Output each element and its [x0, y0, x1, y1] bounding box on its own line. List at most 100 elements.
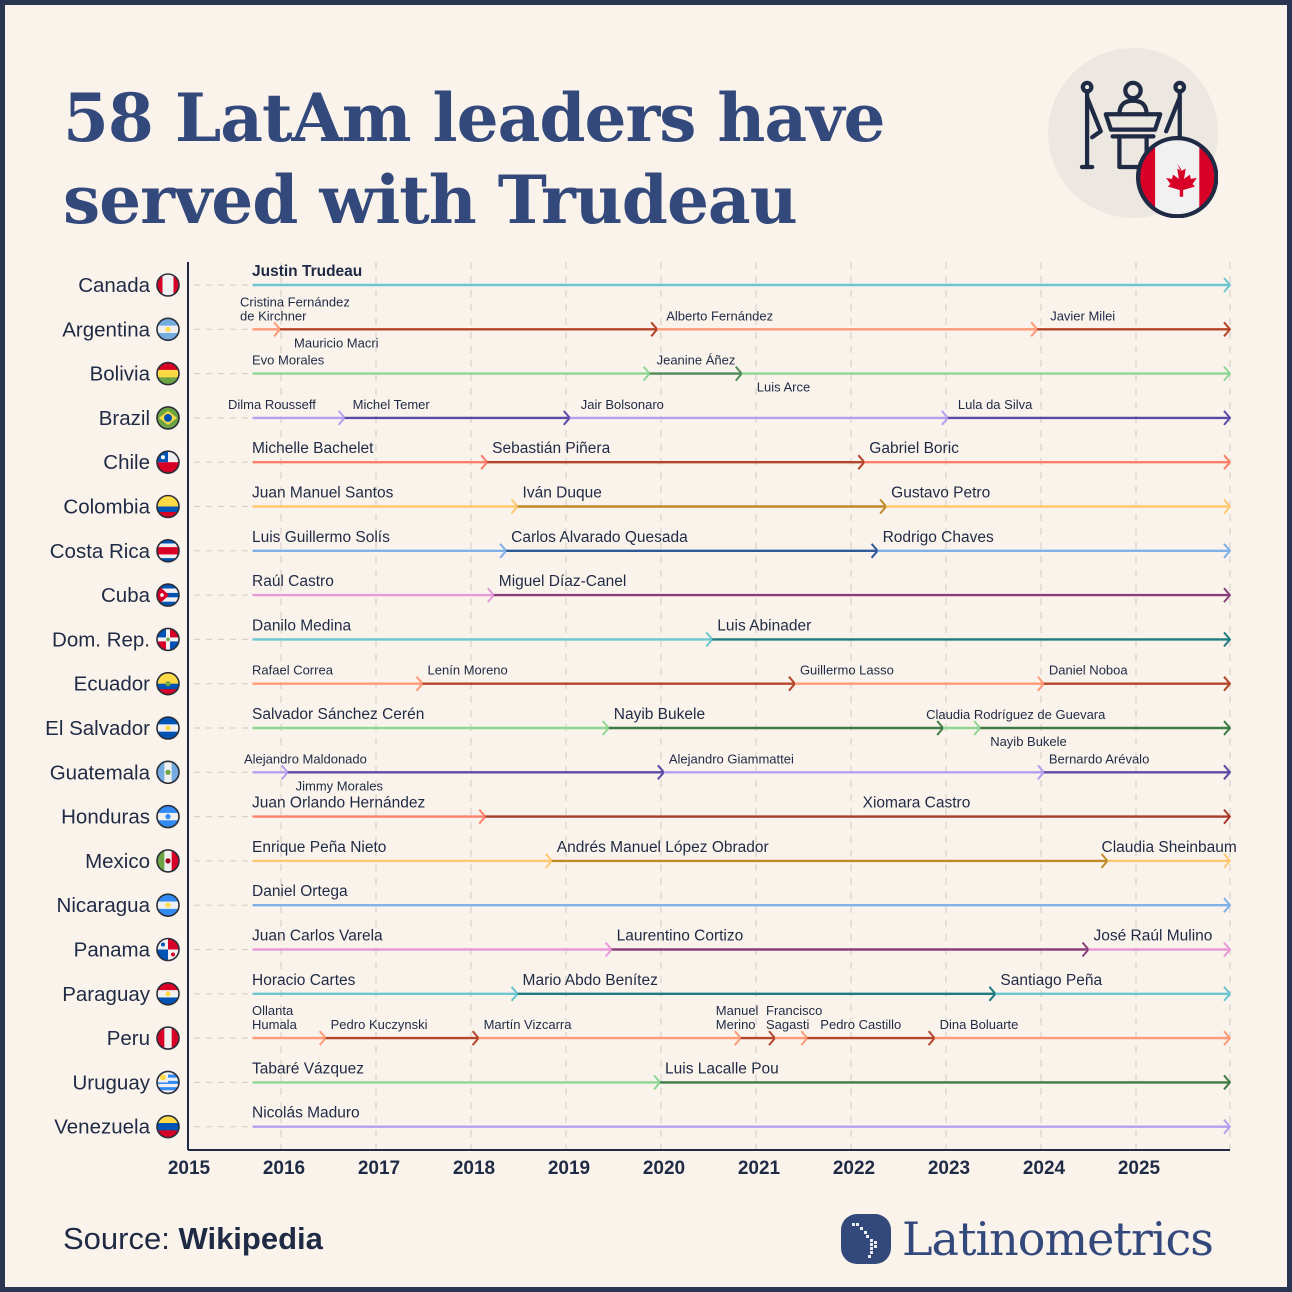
- leader-label-line: Rodrigo Chaves: [883, 529, 994, 546]
- country-row-el-salvador: El Salvador Salvador Sánchez Cerén Nayib B…: [45, 706, 1231, 749]
- leader-label-line: Laurentino Cortizo: [617, 928, 744, 945]
- leader-label: Alberto Fernández: [666, 308, 773, 323]
- country-row-guatemala: Guatemala Alejandro Maldonado Jimmy Morale…: [50, 751, 1231, 793]
- latin-america-map-icon: [841, 1214, 891, 1264]
- term-segment: Andrés Manuel López Obrador: [551, 839, 1109, 869]
- term-segment: Rodrigo Chaves: [877, 529, 1231, 559]
- leader-label: Jeanine Áñez: [657, 353, 736, 368]
- arrow-head: [1223, 365, 1231, 382]
- country-row-bolivia: Bolivia Evo Morales Jeanine Áñez Luis Arce: [90, 353, 1231, 395]
- leader-label-line: Sebastián Piñera: [492, 440, 610, 457]
- leader-label: Guillermo Lasso: [800, 663, 894, 678]
- country-row-canada: Canada Justin Trudeau: [78, 263, 1231, 297]
- source-note: Source: Wikipedia: [63, 1221, 323, 1257]
- country-label: Costa Rica: [50, 540, 151, 563]
- leader-label: Ollanta Humala: [252, 1003, 298, 1032]
- country-row-panama: Panama Juan Carlos Varela Laurentino Corti…: [74, 928, 1231, 962]
- term-segment: Luis Abinader: [712, 617, 1231, 648]
- x-tick-label: 2019: [548, 1158, 590, 1179]
- leader-label-line: Jair Bolsonaro: [581, 397, 664, 412]
- leader-label: Sebastián Piñera: [492, 440, 610, 457]
- country-row-ecuador: Ecuador Rafael Correa Lenín Moreno Guillerm…: [74, 663, 1231, 696]
- leader-label: Rafael Correa: [252, 663, 334, 678]
- term-segment: Sebastián Piñera: [487, 440, 866, 470]
- leader-label-line: Enrique Peña Nieto: [252, 839, 386, 856]
- leader-label: Pedro Castillo: [820, 1017, 901, 1032]
- x-tick-label: 2016: [263, 1158, 305, 1179]
- paraguay-flag-icon: [157, 982, 179, 1005]
- leader-label-line: Manuel: [716, 1003, 759, 1018]
- title-line-2: served with Trudeau: [63, 161, 798, 239]
- leader-label-line: Santiago Peña: [1000, 972, 1102, 989]
- country-row-honduras: Honduras Juan Orlando Hernández Xiomara Ca…: [61, 795, 1231, 829]
- arrow-head: [1223, 410, 1231, 426]
- term-segment: Alberto Fernández: [657, 308, 1039, 337]
- leader-label: Gabriel Boric: [869, 440, 959, 457]
- leader-label-line: Nicolás Maduro: [252, 1105, 360, 1122]
- arrow-head: [1223, 941, 1231, 958]
- leader-label: Juan Carlos Varela: [252, 928, 383, 945]
- term-segment: Michel Temer: [344, 397, 571, 426]
- leader-label-line: Michel Temer: [353, 397, 431, 412]
- leader-label-line: Francisco: [766, 1003, 822, 1018]
- term-segment: Nayib Bukele: [980, 720, 1231, 749]
- term-segment: Jeanine Áñez: [649, 353, 743, 382]
- venezuela-flag-icon: [157, 1115, 179, 1138]
- country-row-peru: Peru Ollanta Humala Pedro Kuczynski Martín V…: [107, 1003, 1231, 1050]
- term-segment: Juan Manuel Santos: [252, 485, 519, 515]
- leader-label-line: Daniel Noboa: [1049, 663, 1129, 678]
- term-segment: Tabaré Vázquez: [252, 1060, 662, 1091]
- term-segment: Alejandro Giammattei: [663, 751, 1045, 780]
- brand-name: Latinometrics: [902, 1212, 1214, 1266]
- x-tick-label: 2017: [358, 1158, 400, 1179]
- term-segment: Enrique Peña Nieto: [252, 839, 553, 869]
- leader-label: Lula da Silva: [958, 397, 1033, 412]
- leader-label-line: Lula da Silva: [958, 397, 1033, 412]
- term-segment: Santiago Peña: [995, 972, 1231, 1002]
- leader-label-line: Alejandro Giammattei: [669, 751, 794, 766]
- country-row-brazil: Brazil Dilma Rousseff Michel Temer Jair Bol…: [99, 397, 1231, 430]
- leader-label-line: Carlos Alvarado Quesada: [511, 529, 688, 546]
- term-segment: Laurentino Cortizo: [611, 928, 1090, 958]
- leader-label: Pedro Kuczynski: [331, 1017, 428, 1032]
- country-row-venezuela: Venezuela Nicolás Maduro: [54, 1105, 1231, 1139]
- leader-label-line: Miguel Díaz-Canel: [499, 573, 627, 590]
- leader-label: Raúl Castro: [252, 573, 334, 590]
- country-label: Honduras: [61, 806, 150, 829]
- leader-label: Miguel Díaz-Canel: [499, 573, 627, 590]
- term-segment: Claudia Rodríguez de Guevara: [926, 707, 1106, 736]
- leader-label: Salvador Sánchez Cerén: [252, 706, 424, 723]
- leader-label-line: Dina Boluarte: [940, 1017, 1019, 1032]
- term-segment: Dilma Rousseff: [228, 397, 346, 426]
- guatemala-flag-icon: [157, 761, 179, 784]
- country-label: El Salvador: [45, 717, 150, 740]
- leader-label: Dina Boluarte: [940, 1017, 1019, 1032]
- country-row-costa-rica: Costa Rica Luis Guillermo Solís Carlos Alv…: [50, 529, 1231, 563]
- leader-label-line: Cristina Fernández: [240, 294, 350, 309]
- leader-label: Luis Abinader: [717, 617, 811, 634]
- leader-label-line: Juan Orlando Hernández: [252, 795, 425, 812]
- term-segment: Daniel Ortega: [252, 883, 1231, 913]
- leader-label: Carlos Alvarado Quesada: [511, 529, 688, 546]
- leader-label-line: Javier Milei: [1050, 308, 1115, 323]
- cuba-flag-icon: [157, 584, 179, 607]
- country-label: Paraguay: [62, 983, 151, 1006]
- leader-label: Michelle Bachelet: [252, 440, 374, 457]
- leader-label-line: Gustavo Petro: [891, 485, 990, 502]
- term-segment: Evo Morales: [252, 353, 651, 382]
- peru-flag-icon: [157, 1027, 179, 1050]
- leader-label: Evo Morales: [252, 353, 325, 368]
- leader-label: Juan Manuel Santos: [252, 485, 394, 502]
- term-segment: Mario Abdo Benítez: [517, 972, 997, 1002]
- term-segment: Nayib Bukele: [608, 706, 945, 736]
- x-tick-label: 2023: [928, 1158, 970, 1179]
- leader-label-line: Jeanine Áñez: [657, 353, 736, 368]
- arrow-head: [1223, 543, 1231, 559]
- honduras-flag-icon: [157, 805, 179, 828]
- leader-label-line: Jimmy Morales: [296, 778, 384, 793]
- leader-label: Mario Abdo Benítez: [523, 972, 658, 989]
- costa-rica-flag-icon: [157, 539, 179, 562]
- country-label: Bolivia: [90, 363, 151, 386]
- leader-label: Justin Trudeau: [252, 263, 362, 280]
- country-row-mexico: Mexico Enrique Peña Nieto Andrés Manuel Ló…: [85, 839, 1237, 873]
